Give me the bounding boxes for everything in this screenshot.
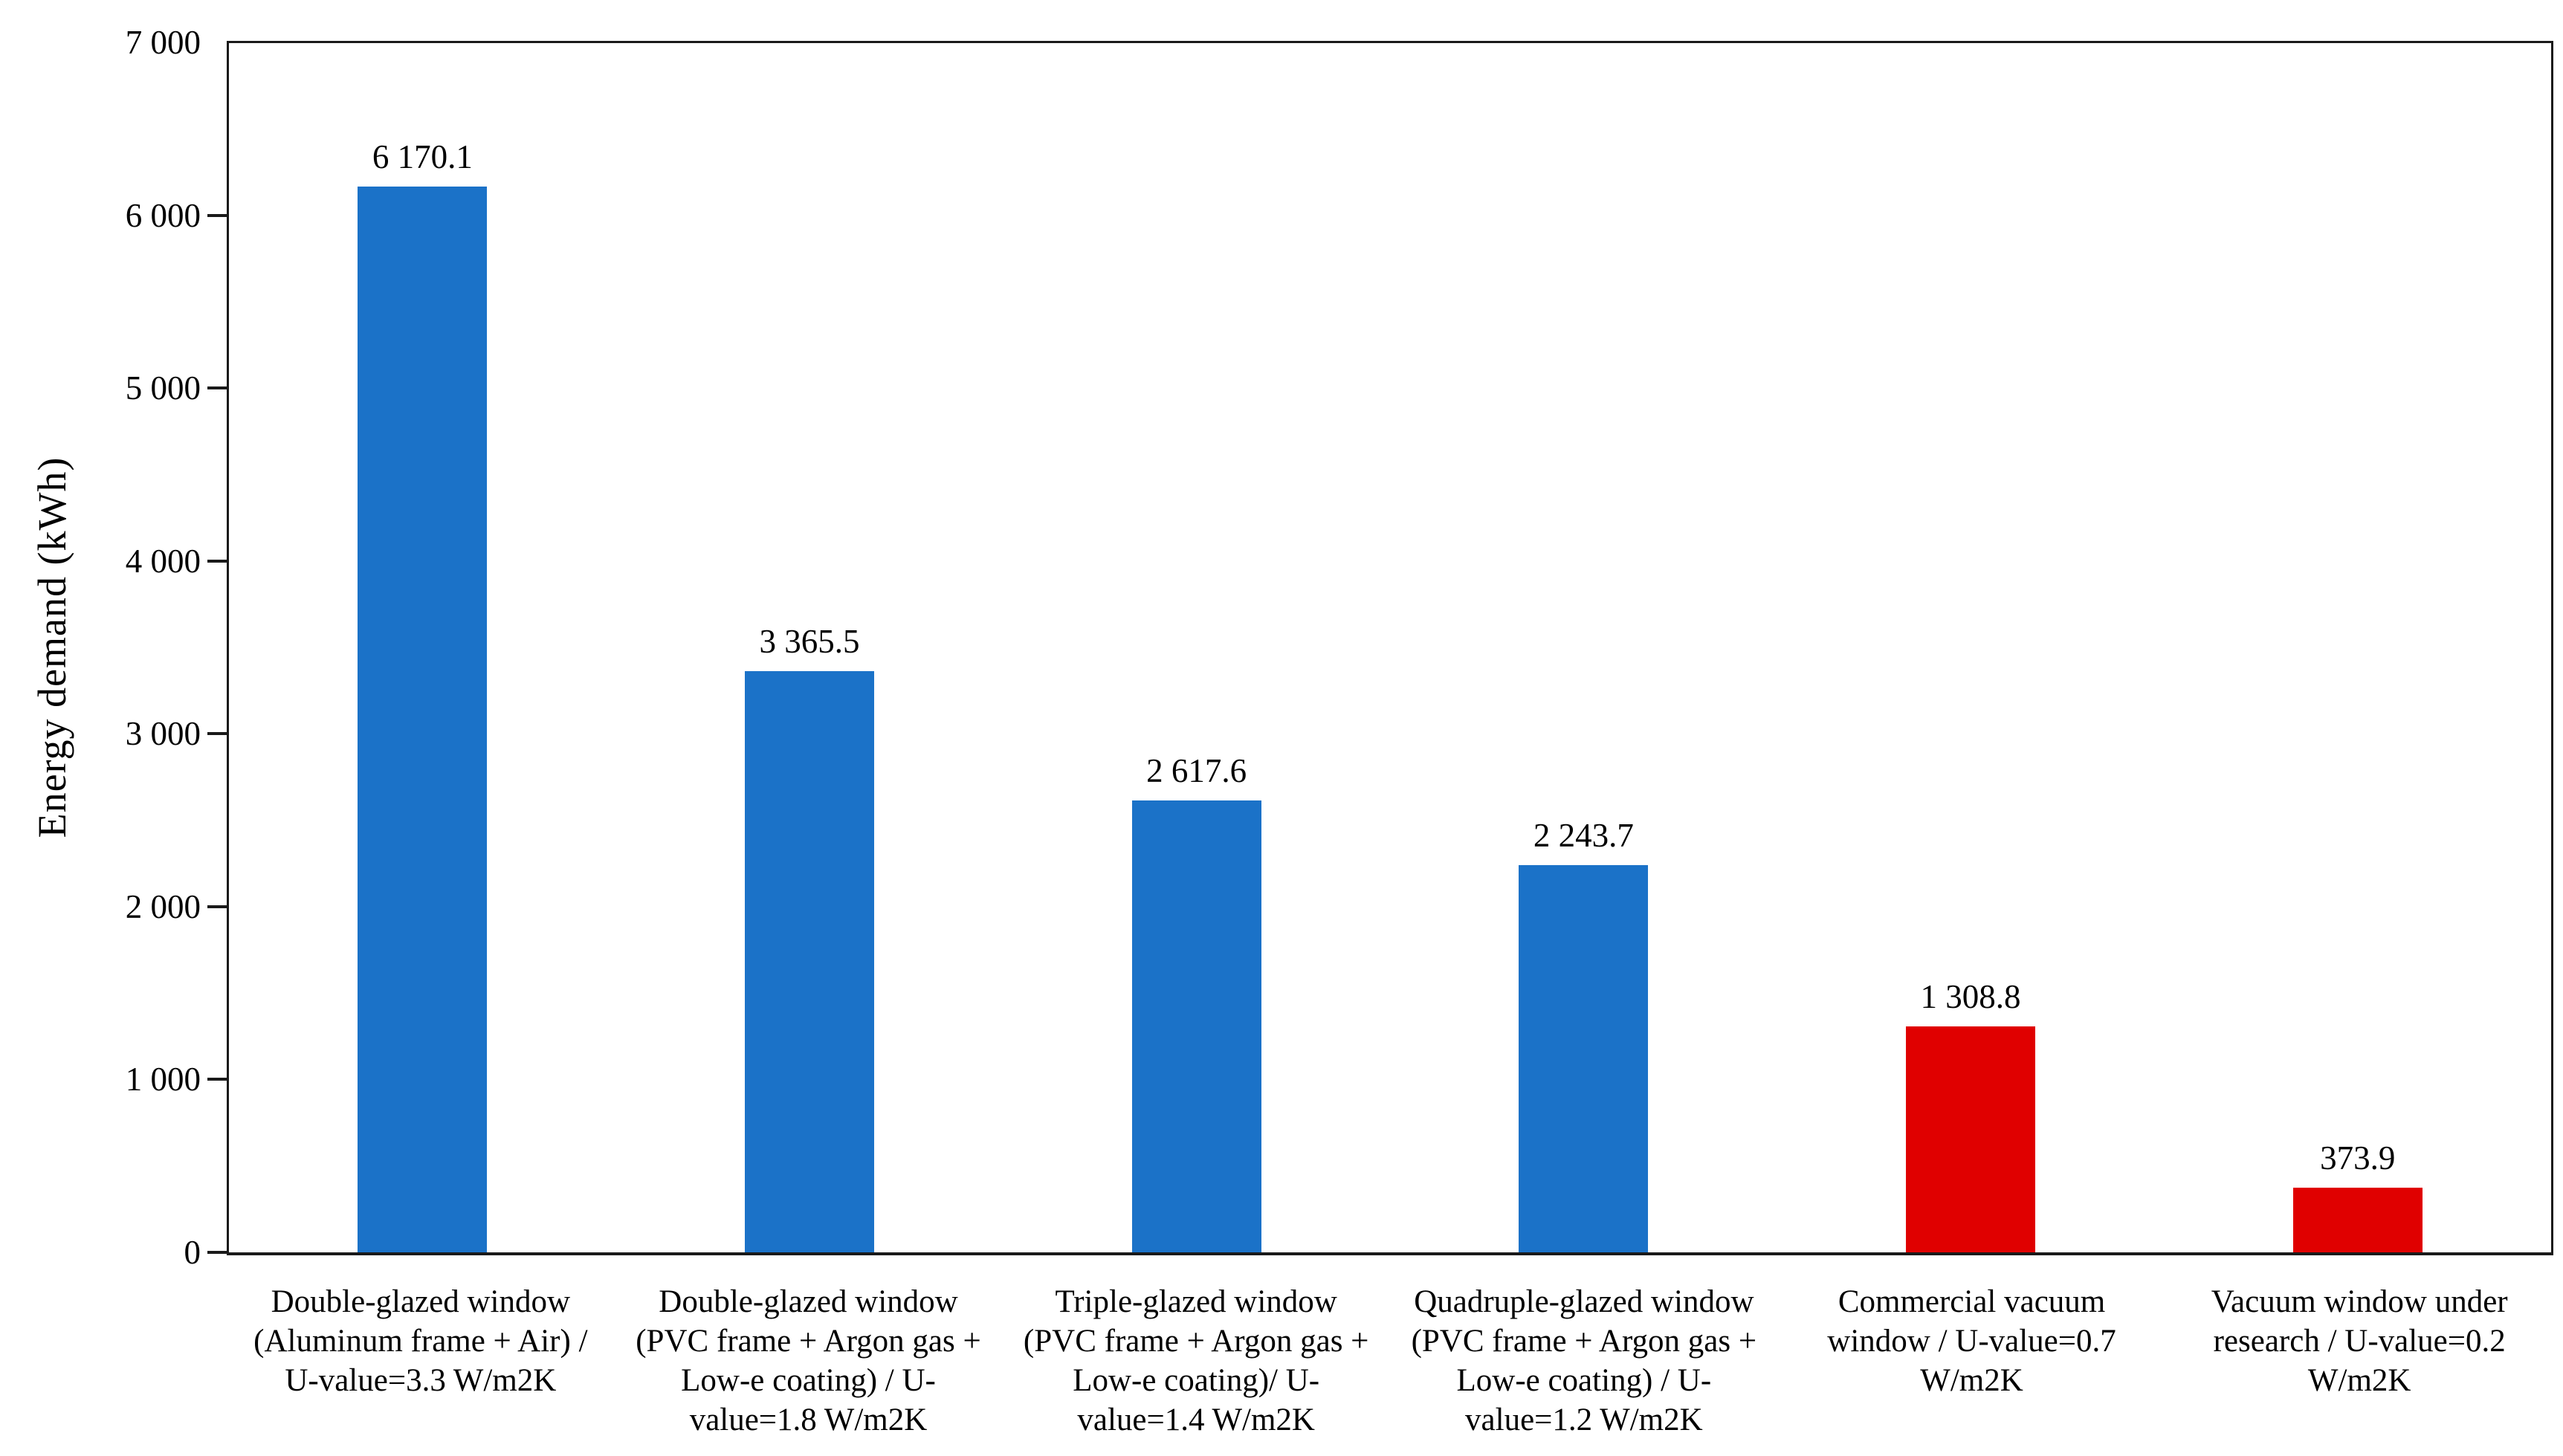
bar xyxy=(1131,800,1261,1252)
y-axis-title: Energy demand (kWh) xyxy=(30,456,74,838)
bar xyxy=(2292,1188,2423,1252)
x-category-label: Quadruple-glazed window (PVC frame + Arg… xyxy=(1411,1284,1757,1437)
y-tick-mark xyxy=(207,1078,227,1081)
bars-row: 6 170.1 3 365.5 2 617.6 2 243.7 1 308.8 xyxy=(229,43,2551,1252)
x-category-label: Triple-glazed window (PVC frame + Argon … xyxy=(1023,1284,1369,1437)
y-tick-mark xyxy=(207,214,227,217)
bar-slot: 373.9 xyxy=(2164,43,2551,1252)
x-axis-labels: Double-glazed window (Aluminum frame + A… xyxy=(227,1282,2553,1440)
bar xyxy=(1519,864,1649,1252)
y-tick-mark xyxy=(207,1251,227,1254)
y-tick-label: 6 000 xyxy=(125,197,201,234)
bar xyxy=(1906,1026,2035,1252)
bar xyxy=(358,186,488,1252)
y-tick-label: 5 000 xyxy=(125,369,201,407)
bar-slot: 1 308.8 xyxy=(1777,43,2165,1252)
y-tick-mark xyxy=(207,905,227,908)
bar-slot: 2 617.6 xyxy=(1003,43,1390,1252)
y-tick-label: 0 xyxy=(184,1234,201,1271)
bar-value-label: 2 617.6 xyxy=(1146,751,1247,789)
bar xyxy=(745,670,874,1252)
y-tick-label: 1 000 xyxy=(125,1061,201,1098)
bar-value-label: 2 243.7 xyxy=(1533,816,1634,854)
y-tick-label: 7 000 xyxy=(125,24,201,61)
x-category-label: Double-glazed window (Aluminum frame + A… xyxy=(253,1284,588,1398)
y-tick-label: 2 000 xyxy=(125,888,201,925)
bar-value-label: 373.9 xyxy=(2320,1139,2396,1177)
bar-slot: 2 243.7 xyxy=(1390,43,1777,1252)
bar-value-label: 3 365.5 xyxy=(759,622,860,660)
y-tick-label: 4 000 xyxy=(125,543,201,580)
bar-value-label: 6 170.1 xyxy=(372,137,473,175)
x-category-label: Double-glazed window (PVC frame + Argon … xyxy=(636,1284,981,1437)
x-category-label: Vacuum window under research / U-value=0… xyxy=(2211,1284,2508,1398)
y-tick-mark xyxy=(207,732,227,735)
plot-area: 6 170.1 3 365.5 2 617.6 2 243.7 1 308.8 xyxy=(227,41,2553,1255)
x-category-label: Commercial vacuum window / U-value=0.7 W… xyxy=(1827,1284,2116,1398)
bar-value-label: 1 308.8 xyxy=(1920,977,2021,1015)
y-tick-mark xyxy=(207,560,227,563)
y-tick-mark xyxy=(207,386,227,389)
bar-slot: 6 170.1 xyxy=(229,43,616,1252)
bar-slot: 3 365.5 xyxy=(616,43,1003,1252)
y-tick-label: 3 000 xyxy=(125,715,201,752)
